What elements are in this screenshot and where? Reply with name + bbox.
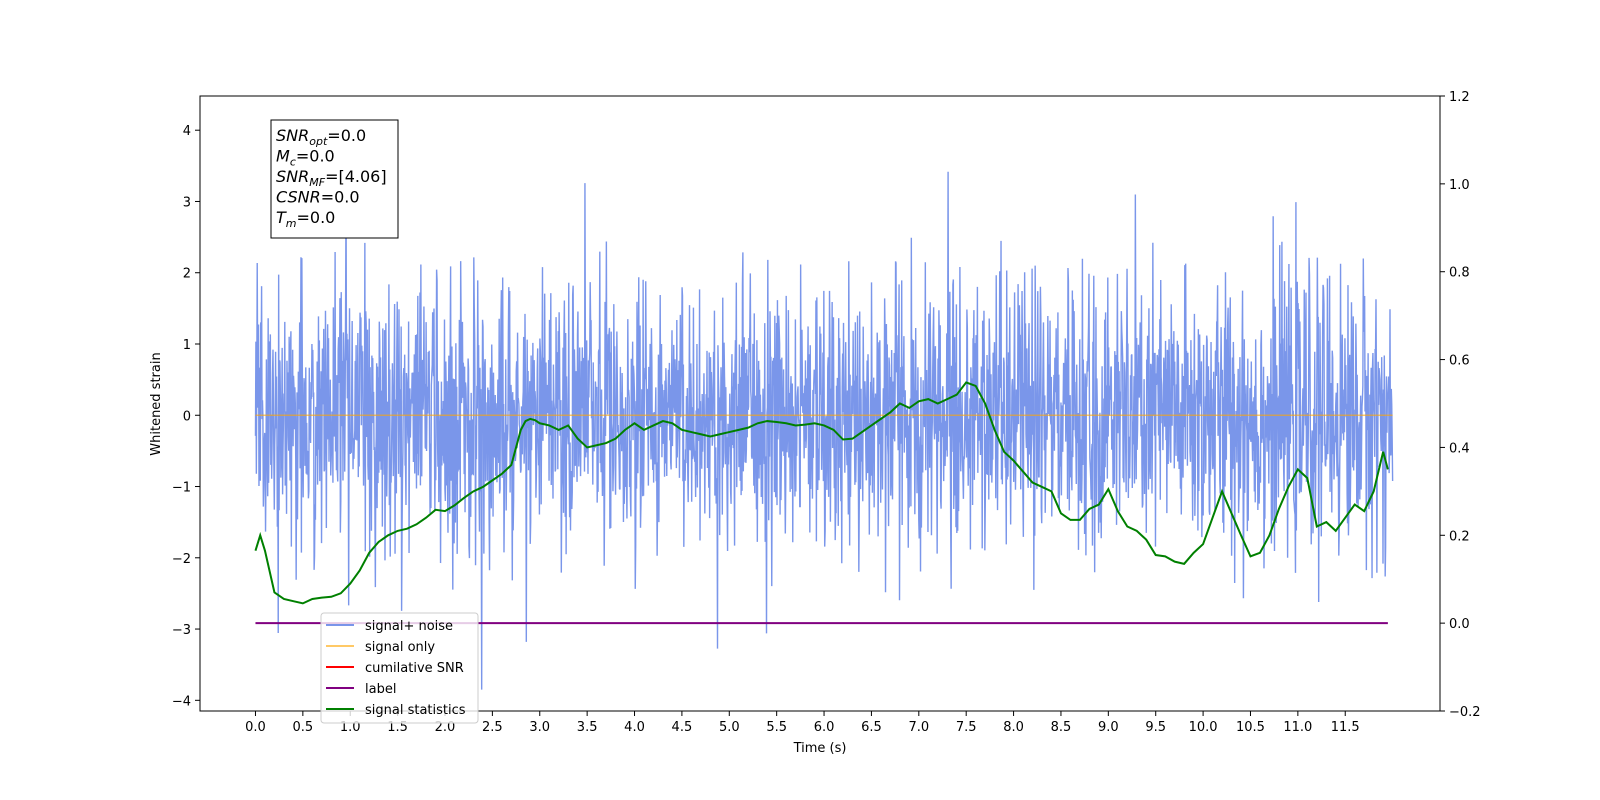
y-tick-label: 2 (183, 267, 191, 282)
y-tick-label: −2 (172, 552, 191, 567)
x-tick-label: 4.0 (624, 720, 645, 735)
y-axis-left: −4 −3 −2 −1 0 1 2 3 4 (172, 124, 200, 709)
legend-label: cumilative SNR (365, 661, 464, 676)
y2-tick-label: −0.2 (1449, 705, 1481, 720)
y-axis-right: −0.2 0.0 0.2 0.4 0.6 0.8 1.0 1.2 (1440, 90, 1481, 720)
x-tick-label: 8.0 (1003, 720, 1024, 735)
annotation-frame (270, 119, 399, 239)
annotation-value: =0.0 (321, 188, 360, 207)
x-axis-label: Time (s) (793, 741, 847, 756)
y2-tick-label: 0.8 (1449, 266, 1470, 281)
annotation-symbol: SNR (276, 167, 309, 186)
x-tick-label: 5.5 (766, 720, 787, 735)
x-tick-label: 3.0 (529, 720, 550, 735)
x-tick-label: 10.0 (1189, 720, 1218, 735)
annotation-symbol: SNR (276, 126, 309, 145)
annotation-value: =[4.06] (325, 167, 387, 186)
annotation-line: SNRMF=[4.06] (276, 167, 387, 189)
legend-label: signal only (365, 640, 435, 655)
y2-tick-label: 0.2 (1449, 529, 1470, 544)
y-tick-label: 3 (183, 195, 191, 210)
x-tick-label: 7.0 (908, 720, 929, 735)
annotation-subscript: MF (309, 176, 325, 189)
legend-label: label (365, 682, 396, 697)
x-tick-label: 6.5 (861, 720, 882, 735)
x-tick-label: 6.0 (814, 720, 835, 735)
x-tick-label: 9.5 (1145, 720, 1166, 735)
x-tick-label: 3.5 (577, 720, 598, 735)
annotation-value: =0.0 (296, 147, 335, 166)
y-tick-label: −3 (172, 623, 191, 638)
x-tick-label: 1.0 (340, 720, 361, 735)
y-tick-label: −1 (172, 481, 191, 496)
x-tick-label: 7.5 (956, 720, 977, 735)
x-tick-label: 10.5 (1236, 720, 1265, 735)
annotation-value: =0.0 (327, 126, 366, 145)
annotation-value: =0.0 (297, 208, 336, 227)
annotation-subscript: m (286, 217, 297, 230)
stats-annotation-box: SNRopt=0.0Mc=0.0SNRMF=[4.06]CSNR=0.0Tm=0… (270, 119, 399, 239)
x-tick-label: 1.5 (387, 720, 408, 735)
legend-label: signal+ noise (365, 619, 453, 634)
x-tick-label: 11.5 (1331, 720, 1360, 735)
x-tick-label: 0.0 (245, 720, 266, 735)
y-axis-label: Whitened strain (149, 352, 164, 455)
annotation-line: CSNR=0.0 (276, 188, 360, 207)
annotation-subscript: c (290, 156, 296, 169)
x-tick-label: 9.0 (1098, 720, 1119, 735)
legend: signal+ noise signal only cumilative SNR la… (320, 612, 479, 724)
y2-tick-label: 0.4 (1449, 441, 1470, 456)
y2-tick-label: 1.0 (1449, 178, 1470, 193)
y-tick-label: 1 (183, 338, 191, 353)
x-tick-label: 8.5 (1051, 720, 1072, 735)
x-tick-label: 4.5 (672, 720, 693, 735)
y-tick-label: 0 (183, 409, 191, 424)
annotation-line: Mc=0.0 (276, 147, 335, 169)
y2-tick-label: 0.6 (1449, 354, 1470, 369)
annotation-symbol: T (276, 208, 287, 227)
legend-label: signal statistics (365, 703, 466, 718)
y-tick-label: 4 (183, 124, 191, 139)
x-tick-label: 11.0 (1283, 720, 1312, 735)
x-axis: 0.0 0.5 1.0 1.5 2.0 2.5 3.0 3.5 4.0 4.5 5.0 5.5 6.0 6… (245, 711, 1360, 735)
series-signal-statistics-line (254, 381, 1389, 605)
x-tick-label: 2.5 (482, 720, 503, 735)
annotation-line: Tm=0.0 (276, 208, 335, 230)
y-tick-label: −4 (172, 694, 191, 709)
x-tick-label: 5.0 (719, 720, 740, 735)
legend-frame (320, 612, 479, 724)
annotation-subscript: opt (309, 135, 328, 148)
annotation-symbol: CSNR (276, 188, 321, 207)
series-signal-noise-line (254, 171, 1394, 690)
annotation-symbol: M (276, 147, 290, 166)
x-tick-label: 2.0 (435, 720, 456, 735)
y2-tick-label: 0.0 (1449, 617, 1470, 632)
y2-tick-label: 1.2 (1449, 90, 1470, 105)
annotation-line: SNRopt=0.0 (276, 126, 366, 148)
axes-frame (199, 95, 1441, 712)
x-tick-label: 0.5 (293, 720, 314, 735)
